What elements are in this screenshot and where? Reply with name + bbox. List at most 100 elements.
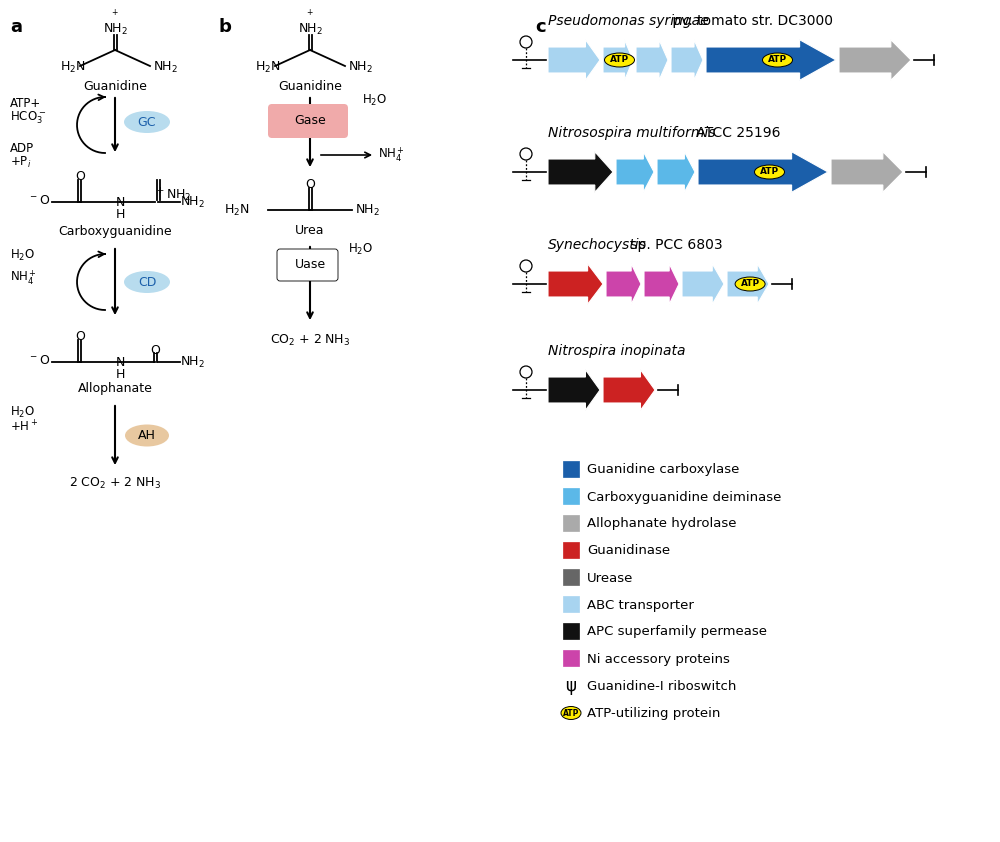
Polygon shape [548, 264, 603, 304]
Ellipse shape [124, 111, 170, 133]
Polygon shape [671, 40, 703, 80]
Text: Allophanate hydrolase: Allophanate hydrolase [587, 518, 736, 530]
Text: NH$_2$: NH$_2$ [298, 22, 322, 37]
Polygon shape [606, 264, 641, 304]
Bar [563, 650, 579, 666]
Text: Guanidine-I riboswitch: Guanidine-I riboswitch [587, 679, 736, 692]
Bar [563, 623, 579, 639]
Text: ADP: ADP [10, 142, 34, 155]
Text: AH: AH [138, 429, 156, 442]
Text: NH$_4^+$: NH$_4^+$ [378, 146, 405, 164]
Ellipse shape [735, 277, 765, 291]
Text: $^-$O: $^-$O [28, 354, 50, 366]
Ellipse shape [763, 53, 792, 67]
Text: Carboxyguanidine deiminase: Carboxyguanidine deiminase [587, 491, 781, 504]
Text: H$_2$O: H$_2$O [10, 248, 35, 263]
Text: H$_2$N: H$_2$N [60, 60, 86, 75]
Text: ATCC 25196: ATCC 25196 [692, 126, 780, 140]
Text: NH$_2$: NH$_2$ [153, 60, 178, 75]
Text: Carboxyguanidine: Carboxyguanidine [58, 225, 172, 238]
Bar [563, 488, 579, 504]
Polygon shape [831, 152, 903, 192]
Text: NH$_2$: NH$_2$ [180, 354, 205, 370]
Text: H: H [115, 208, 125, 221]
Polygon shape [698, 152, 828, 192]
Text: Nitrospira inopinata: Nitrospira inopinata [548, 344, 686, 358]
Text: CO$_2$ + 2 NH$_3$: CO$_2$ + 2 NH$_3$ [270, 333, 350, 348]
Text: $^+$: $^+$ [110, 8, 120, 18]
Text: Guanidinase: Guanidinase [587, 545, 670, 557]
Text: ATP: ATP [610, 56, 629, 65]
Text: NH$_2$: NH$_2$ [348, 60, 373, 75]
Polygon shape [657, 152, 695, 192]
Bar [563, 596, 579, 612]
Text: H$_2$O: H$_2$O [10, 405, 35, 420]
Text: ATP-utilizing protein: ATP-utilizing protein [587, 706, 720, 720]
Text: Allophanate: Allophanate [78, 382, 152, 395]
Text: Guanidine carboxylase: Guanidine carboxylase [587, 463, 739, 477]
Bar [563, 569, 579, 585]
Text: Guanidine: Guanidine [83, 80, 147, 93]
Text: O: O [150, 344, 160, 357]
Polygon shape [636, 40, 668, 80]
Text: Urease: Urease [587, 572, 633, 584]
Text: sp. PCC 6803: sp. PCC 6803 [626, 238, 723, 252]
Text: O: O [75, 170, 85, 183]
Polygon shape [706, 40, 836, 80]
Text: Nitrosospira multiformis: Nitrosospira multiformis [548, 126, 716, 140]
Text: NH$_2$: NH$_2$ [180, 195, 205, 210]
Text: ATP: ATP [741, 280, 760, 289]
Polygon shape [644, 264, 679, 304]
Text: N: N [115, 356, 125, 369]
Bar [563, 515, 579, 531]
Ellipse shape [124, 271, 170, 293]
Text: a: a [10, 18, 22, 36]
Text: NH$_4^+$: NH$_4^+$ [10, 268, 37, 287]
Text: HCO$_3^-$: HCO$_3^-$ [10, 110, 46, 126]
Text: N: N [115, 196, 125, 209]
Text: ATP: ATP [768, 56, 787, 65]
Polygon shape [603, 370, 655, 410]
Polygon shape [727, 264, 769, 304]
Text: APC superfamily permease: APC superfamily permease [587, 626, 767, 638]
Text: +P$_i$: +P$_i$ [10, 155, 31, 170]
Ellipse shape [561, 706, 581, 720]
Polygon shape [682, 264, 724, 304]
Text: CD: CD [138, 275, 156, 289]
Text: H$_2$N: H$_2$N [255, 60, 281, 75]
FancyBboxPatch shape [277, 249, 338, 281]
Text: $^+$: $^+$ [305, 8, 315, 18]
Text: ATP: ATP [563, 708, 579, 717]
Text: b: b [218, 18, 231, 36]
Text: $^+$NH$_2$: $^+$NH$_2$ [155, 187, 191, 205]
Text: H$_2$O: H$_2$O [348, 242, 373, 257]
Text: O: O [305, 178, 315, 191]
Text: Pseudomonas syringae: Pseudomonas syringae [548, 14, 709, 28]
Text: $^-$O: $^-$O [28, 194, 50, 206]
Text: Urea: Urea [295, 224, 325, 237]
Polygon shape [603, 40, 633, 80]
Ellipse shape [125, 424, 169, 446]
FancyBboxPatch shape [268, 104, 348, 138]
Text: H$_2$O: H$_2$O [362, 93, 387, 108]
Text: Synechocystis: Synechocystis [548, 238, 647, 252]
Polygon shape [616, 152, 654, 192]
Text: NH$_2$: NH$_2$ [103, 22, 127, 37]
Polygon shape [548, 370, 600, 410]
Ellipse shape [604, 53, 635, 67]
Text: Gase: Gase [294, 115, 326, 127]
Text: Guanidine: Guanidine [278, 80, 342, 93]
Text: O: O [75, 330, 85, 343]
Bar [563, 461, 579, 477]
Ellipse shape [755, 165, 784, 179]
Text: Uase: Uase [294, 258, 326, 271]
Polygon shape [548, 40, 600, 80]
Polygon shape [548, 152, 613, 192]
Text: +H$^+$: +H$^+$ [10, 419, 38, 434]
Text: H$_2$N: H$_2$N [224, 202, 250, 217]
Text: GC: GC [138, 115, 156, 129]
Text: ψ: ψ [566, 677, 576, 695]
Text: ABC transporter: ABC transporter [587, 599, 694, 611]
Text: 2 CO$_2$ + 2 NH$_3$: 2 CO$_2$ + 2 NH$_3$ [69, 476, 161, 491]
Text: pv. tomato str. DC3000: pv. tomato str. DC3000 [668, 14, 833, 28]
